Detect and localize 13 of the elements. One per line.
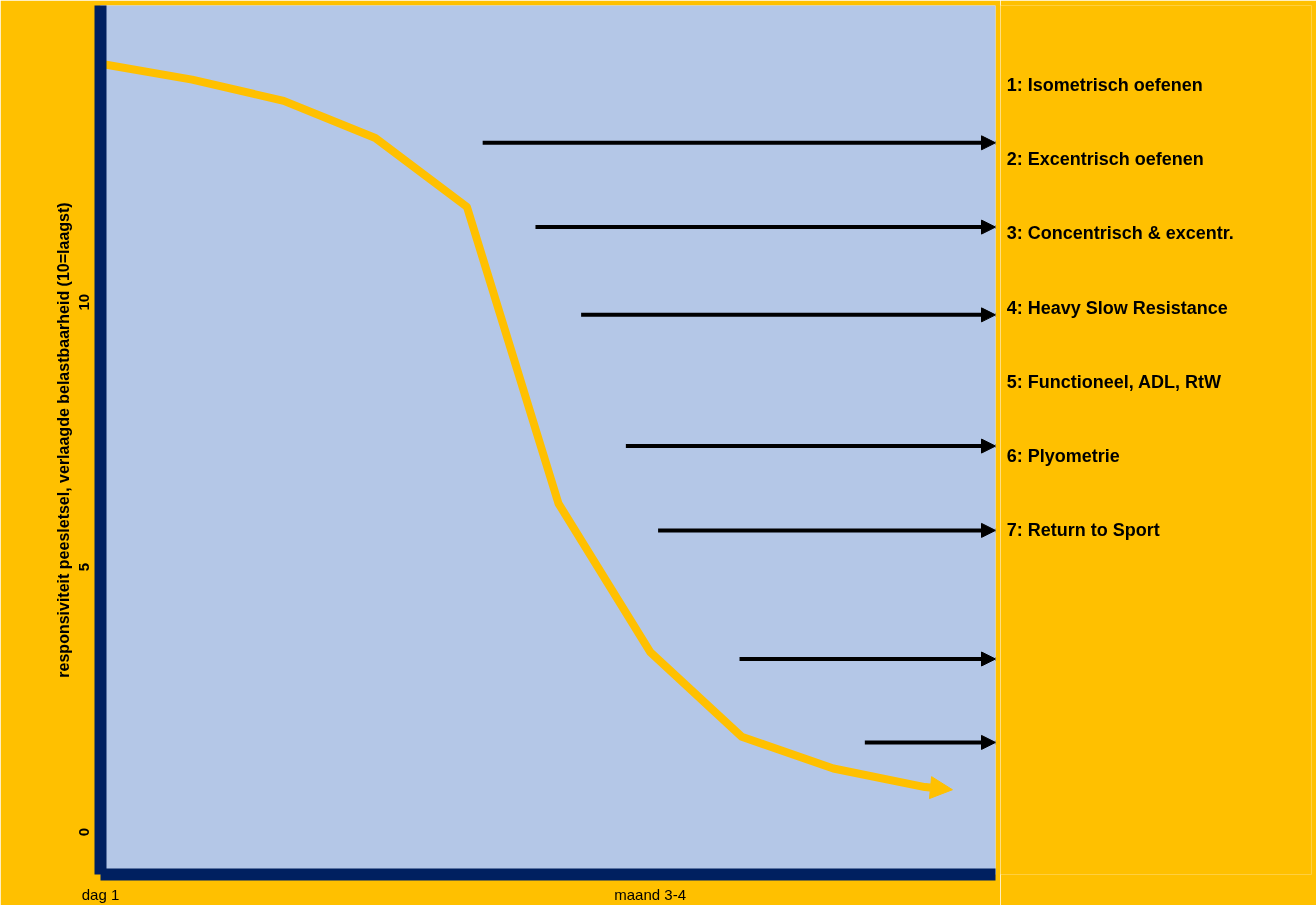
text: 5: Functioneel, ADL, RtW [1006, 371, 1222, 392]
x-tick-label: maand 3-4 [614, 885, 686, 903]
y-tick-label: 0 [75, 827, 93, 837]
y-tick-label: 10 [75, 293, 93, 311]
text: 7: Return to Sport [1006, 520, 1160, 541]
text: 2: Excentrisch oefenen [1006, 149, 1204, 170]
x-tick-label: dag 1 [81, 885, 120, 903]
text: 1: Isometrisch oefenen [1006, 74, 1203, 95]
y-tick-label: 5 [75, 563, 93, 572]
text: 3: Concentrisch & excentr. [1006, 223, 1234, 244]
y-axis-title: responsiviteit peesletsel, verlaagde belastbaarheid (10=laagst) [54, 202, 72, 678]
text: 6: Plyometrie [1006, 445, 1120, 466]
text: 4: Heavy Slow Resistance [1006, 297, 1228, 318]
